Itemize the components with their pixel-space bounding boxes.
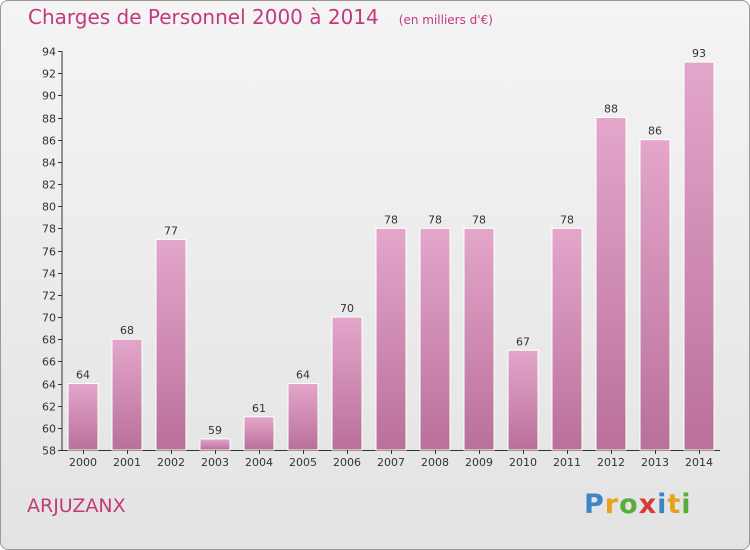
bar bbox=[199, 438, 231, 451]
logo-letter: P bbox=[584, 489, 605, 520]
bar-value-label: 93 bbox=[692, 47, 706, 60]
bar-value-label: 64 bbox=[296, 369, 310, 382]
bar bbox=[419, 227, 451, 451]
y-tick-label: 60 bbox=[42, 423, 56, 436]
x-tick-label: 2010 bbox=[509, 456, 537, 469]
bar-value-label: 88 bbox=[604, 103, 618, 116]
logo-letter: r bbox=[604, 489, 620, 520]
chart-subtitle: (en milliers d'€) bbox=[398, 13, 493, 27]
bar bbox=[331, 316, 363, 451]
x-tick-label: 2011 bbox=[553, 456, 581, 469]
bar-value-label: 78 bbox=[428, 213, 442, 226]
y-tick-label: 66 bbox=[42, 356, 56, 369]
y-tick-label: 92 bbox=[42, 68, 56, 81]
x-tick-label: 2005 bbox=[289, 456, 317, 469]
logo-letter: x bbox=[638, 489, 658, 520]
y-tick-label: 90 bbox=[42, 90, 56, 103]
y-tick-label: 68 bbox=[42, 334, 56, 347]
x-tick-label: 2009 bbox=[465, 456, 493, 469]
x-tick-label: 2002 bbox=[157, 456, 185, 469]
y-tick-label: 74 bbox=[42, 268, 56, 281]
bar bbox=[551, 227, 583, 451]
y-tick-label: 88 bbox=[42, 113, 56, 126]
x-tick-label: 2004 bbox=[245, 456, 273, 469]
bar bbox=[155, 238, 187, 451]
bar-value-label: 67 bbox=[516, 335, 530, 348]
y-tick-label: 84 bbox=[42, 157, 56, 170]
bar-value-label: 77 bbox=[164, 224, 178, 237]
y-tick-label: 62 bbox=[42, 401, 56, 414]
bar-value-label: 78 bbox=[384, 213, 398, 226]
bar-value-label: 78 bbox=[472, 213, 486, 226]
bar bbox=[287, 383, 319, 451]
bar-value-label: 70 bbox=[340, 302, 354, 315]
bar bbox=[111, 338, 143, 451]
y-tick-label: 78 bbox=[42, 223, 56, 236]
chart-title-row: Charges de Personnel 2000 à 2014 (en mil… bbox=[28, 5, 493, 29]
y-tick-label: 82 bbox=[42, 179, 56, 192]
y-tick-label: 58 bbox=[42, 445, 56, 458]
x-tick-label: 2013 bbox=[641, 456, 669, 469]
bar-value-label: 61 bbox=[252, 402, 266, 415]
chart-title: Charges de Personnel 2000 à 2014 bbox=[28, 5, 379, 29]
y-tick-label: 80 bbox=[42, 201, 56, 214]
x-tick-label: 2012 bbox=[597, 456, 625, 469]
logo-letter: o bbox=[619, 489, 639, 520]
bar bbox=[639, 139, 671, 451]
bar bbox=[463, 227, 495, 451]
y-tick-label: 94 bbox=[42, 46, 56, 59]
place-name: ARJUZANX bbox=[27, 495, 126, 517]
bar-value-label: 86 bbox=[648, 125, 662, 138]
bar-value-label: 59 bbox=[208, 424, 222, 437]
bar bbox=[67, 383, 99, 451]
x-tick-label: 2003 bbox=[201, 456, 229, 469]
logo-letter: t bbox=[667, 489, 682, 520]
bar bbox=[507, 349, 539, 451]
y-tick-label: 86 bbox=[42, 135, 56, 148]
x-tick-label: 2014 bbox=[685, 456, 713, 469]
y-tick-label: 70 bbox=[42, 312, 56, 325]
logo-letter: i bbox=[681, 489, 692, 520]
x-tick-label: 2000 bbox=[69, 456, 97, 469]
bar-value-label: 78 bbox=[560, 213, 574, 226]
logo-letter: i bbox=[657, 489, 668, 520]
bar bbox=[683, 61, 715, 451]
bar bbox=[375, 227, 407, 451]
bar bbox=[595, 117, 627, 451]
bar-value-label: 68 bbox=[120, 324, 134, 337]
x-tick-label: 2008 bbox=[421, 456, 449, 469]
x-tick-label: 2006 bbox=[333, 456, 361, 469]
y-tick-label: 76 bbox=[42, 246, 56, 259]
bar bbox=[243, 416, 275, 451]
y-tick-label: 72 bbox=[42, 290, 56, 303]
y-tick-label: 64 bbox=[42, 379, 56, 392]
proxiti-logo[interactable]: Proxiti bbox=[584, 489, 692, 520]
x-tick-label: 2001 bbox=[113, 456, 141, 469]
bar-value-label: 64 bbox=[76, 369, 90, 382]
x-tick-label: 2007 bbox=[377, 456, 405, 469]
